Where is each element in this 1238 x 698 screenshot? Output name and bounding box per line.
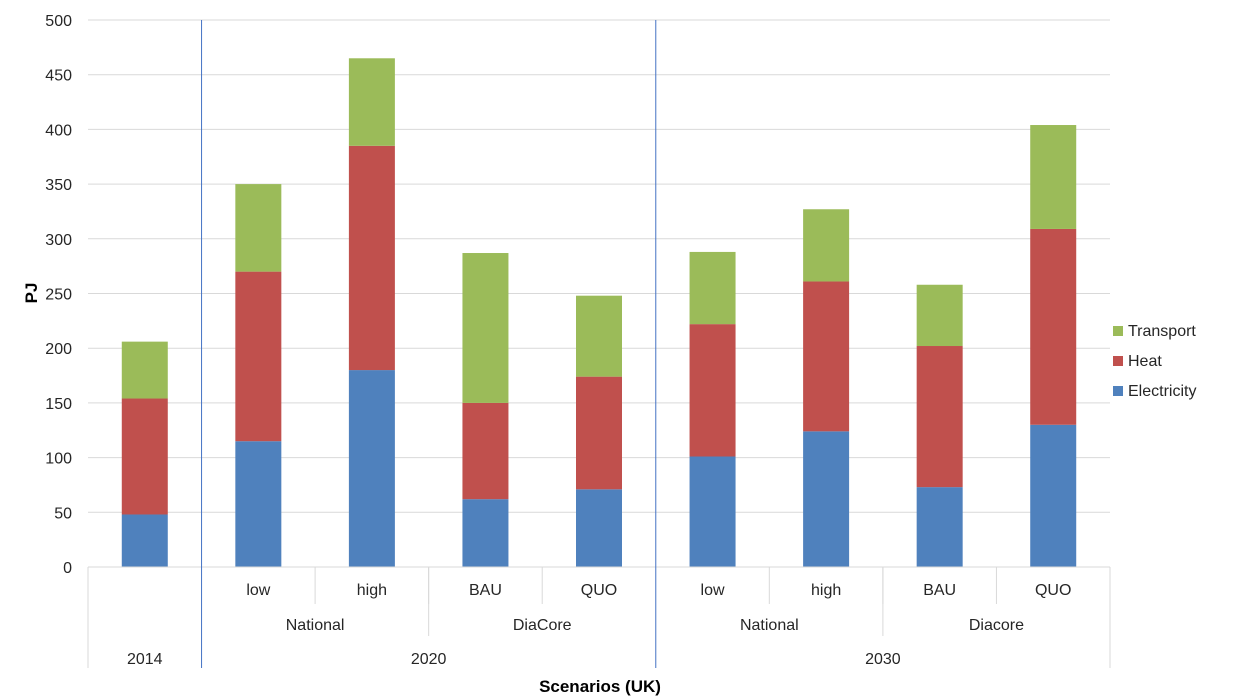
bar-segment-electricity <box>576 489 622 567</box>
legend-label-transport: Transport <box>1128 323 1196 340</box>
x-group-label: Diacore <box>969 617 1024 634</box>
x-category-label: low <box>701 582 725 599</box>
x-year-label: 2030 <box>865 651 901 668</box>
y-tick-label: 450 <box>45 68 72 85</box>
y-tick-label: 350 <box>45 177 72 194</box>
bar-segment-transport <box>348 58 395 146</box>
y-tick-label: 0 <box>63 560 72 577</box>
bar-segment-heat <box>803 281 850 432</box>
y-tick-label: 400 <box>45 122 72 139</box>
x-category-label: QUO <box>581 582 617 599</box>
x-category-label: QUO <box>1035 582 1071 599</box>
x-category-labels: low high BAU QUO low high BAU QUO National DiaCor… <box>127 582 1071 668</box>
bars <box>121 58 1077 567</box>
bar-segment-transport <box>121 341 168 399</box>
x-group-label: National <box>286 617 345 634</box>
bar-segment-transport <box>689 251 736 325</box>
bar-segment-electricity <box>1030 424 1077 567</box>
y-axis-title: PJ <box>22 283 41 304</box>
axes <box>87 20 1111 668</box>
x-category-label: low <box>246 582 270 599</box>
x-category-label: BAU <box>469 582 502 599</box>
x-year-label: 2014 <box>127 651 163 668</box>
bar-segment-heat <box>916 346 963 488</box>
bar-segment-heat <box>235 271 282 442</box>
y-tick-label: 250 <box>45 287 72 304</box>
bar-segment-transport <box>235 184 282 272</box>
bar-segment-electricity <box>803 431 850 567</box>
y-tick-labels: 0 50 100 150 200 250 300 350 400 450 500 <box>45 13 72 577</box>
x-axis-title: Scenarios (UK) <box>539 677 661 696</box>
bar-segment-electricity <box>348 370 395 567</box>
y-tick-label: 100 <box>45 451 72 468</box>
legend-swatch-heat <box>1113 356 1123 366</box>
legend-swatch-transport <box>1113 326 1123 336</box>
bar-segment-electricity <box>689 456 736 567</box>
bar-segment-heat <box>121 398 168 515</box>
bar-segment-heat <box>348 145 395 371</box>
legend: Transport Heat Electricity <box>1113 323 1196 400</box>
bar-segment-transport <box>1030 125 1077 229</box>
y-tick-label: 200 <box>45 341 72 358</box>
bar-segment-transport <box>576 295 622 377</box>
bar-segment-heat <box>1030 228 1077 425</box>
x-category-label: BAU <box>923 582 956 599</box>
bar-segment-electricity <box>462 499 509 567</box>
x-category-label: high <box>357 582 387 599</box>
y-tick-label: 500 <box>45 13 72 30</box>
x-year-label: 2020 <box>411 651 447 668</box>
bar-segment-transport <box>803 209 850 282</box>
bar-segment-heat <box>689 324 736 457</box>
legend-swatch-electricity <box>1113 386 1123 396</box>
y-tick-label: 50 <box>54 505 72 522</box>
x-category-label: high <box>811 582 841 599</box>
y-tick-label: 150 <box>45 396 72 413</box>
bar-segment-electricity <box>916 487 963 567</box>
y-tick-label: 300 <box>45 232 72 249</box>
bar-segment-heat <box>462 402 509 500</box>
bar-segment-electricity <box>121 514 168 567</box>
bar-segment-heat <box>576 376 622 490</box>
x-group-label: National <box>740 617 799 634</box>
bar-segment-transport <box>916 284 963 347</box>
bar-segment-transport <box>462 253 509 403</box>
x-group-label: DiaCore <box>513 617 572 634</box>
legend-label-electricity: Electricity <box>1128 383 1196 400</box>
legend-label-heat: Heat <box>1128 353 1162 370</box>
bar-segment-electricity <box>235 441 282 567</box>
